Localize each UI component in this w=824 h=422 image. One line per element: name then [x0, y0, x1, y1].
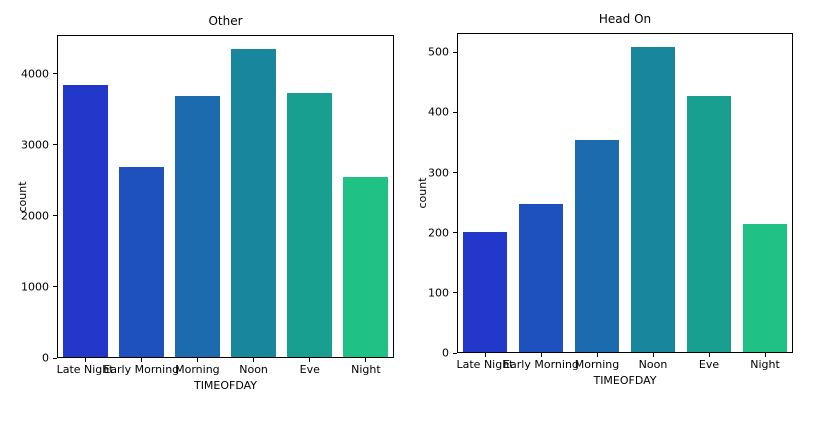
y-tick-mark — [453, 352, 457, 354]
x-tick-mark — [484, 353, 486, 357]
bar-morning — [574, 139, 620, 352]
y-tick-mark — [453, 232, 457, 234]
bar-noon — [231, 49, 277, 357]
y-tick-label: 3000 — [21, 138, 49, 152]
y-tick-mark — [53, 357, 57, 359]
x-tick-label: Eve — [698, 358, 720, 371]
y-tick-mark — [53, 215, 57, 217]
x-axis-label: TIMEOFDAY — [193, 379, 258, 392]
bar-early-morning — [518, 204, 564, 352]
bar-late-night — [462, 232, 508, 352]
y-tick-mark — [53, 144, 57, 146]
chart-title: Head On — [598, 12, 652, 26]
bars-container — [458, 34, 792, 352]
y-tick-label: 4000 — [21, 67, 49, 81]
x-tick-label: Night — [750, 358, 780, 371]
x-tick-mark — [764, 353, 766, 357]
x-tick-label: Noon — [239, 363, 268, 376]
y-axis-label: count — [416, 177, 429, 209]
bar-night — [742, 223, 788, 352]
y-tick-label: 1000 — [21, 280, 49, 294]
x-tick-mark — [253, 358, 255, 362]
y-tick-label: 500 — [428, 45, 449, 59]
axes-other: Other count TIMEOFDAY 0 1000 2000 3000 4000 L… — [16, 14, 394, 392]
x-tick-label: Early Morning — [503, 358, 579, 371]
x-tick-mark — [84, 358, 86, 362]
x-axis-label: TIMEOFDAY — [593, 374, 657, 387]
bar-eve — [287, 92, 333, 357]
x-tick-mark — [196, 358, 198, 362]
x-tick-mark — [708, 353, 710, 357]
y-axis-label: count — [16, 180, 29, 213]
y-tick-label: 2000 — [21, 209, 49, 223]
y-tick-mark — [453, 111, 457, 113]
y-tick-label: 100 — [428, 286, 449, 300]
plot-area — [57, 35, 394, 358]
y-tick-label: 200 — [428, 226, 449, 240]
x-tick-mark — [365, 358, 367, 362]
x-tick-label: Late Night — [456, 358, 514, 371]
y-tick-mark — [53, 286, 57, 288]
bar-night — [343, 177, 389, 357]
chart-title: Other — [208, 14, 243, 28]
bar-late-night — [62, 84, 108, 357]
bar-eve — [686, 96, 732, 352]
x-tick-label: Late Night — [56, 363, 114, 376]
bars-container — [58, 36, 393, 357]
x-tick-label: Early Morning — [103, 363, 180, 376]
bar-noon — [630, 47, 676, 352]
bar-morning — [174, 95, 220, 357]
x-tick-mark — [309, 358, 311, 362]
y-tick-mark — [453, 292, 457, 294]
x-tick-label: Morning — [175, 363, 220, 376]
x-tick-mark — [652, 353, 654, 357]
y-tick-mark — [53, 73, 57, 75]
x-tick-mark — [540, 353, 542, 357]
x-tick-label: Noon — [638, 358, 668, 371]
y-tick-mark — [453, 51, 457, 53]
y-tick-label: 0 — [42, 351, 49, 365]
y-tick-label: 300 — [428, 166, 449, 180]
y-tick-label: 0 — [442, 346, 449, 360]
x-tick-label: Morning — [574, 358, 620, 371]
x-tick-mark — [140, 358, 142, 362]
x-tick-mark — [596, 353, 598, 357]
x-tick-label: Night — [351, 363, 381, 376]
y-tick-mark — [453, 172, 457, 174]
y-tick-label: 400 — [428, 105, 449, 119]
bar-early-morning — [118, 167, 164, 357]
axes-head-on: Head On count TIMEOFDAY 0 100 200 300 400 500… — [416, 12, 793, 387]
plot-area — [457, 33, 793, 353]
x-tick-label: Eve — [299, 363, 320, 376]
